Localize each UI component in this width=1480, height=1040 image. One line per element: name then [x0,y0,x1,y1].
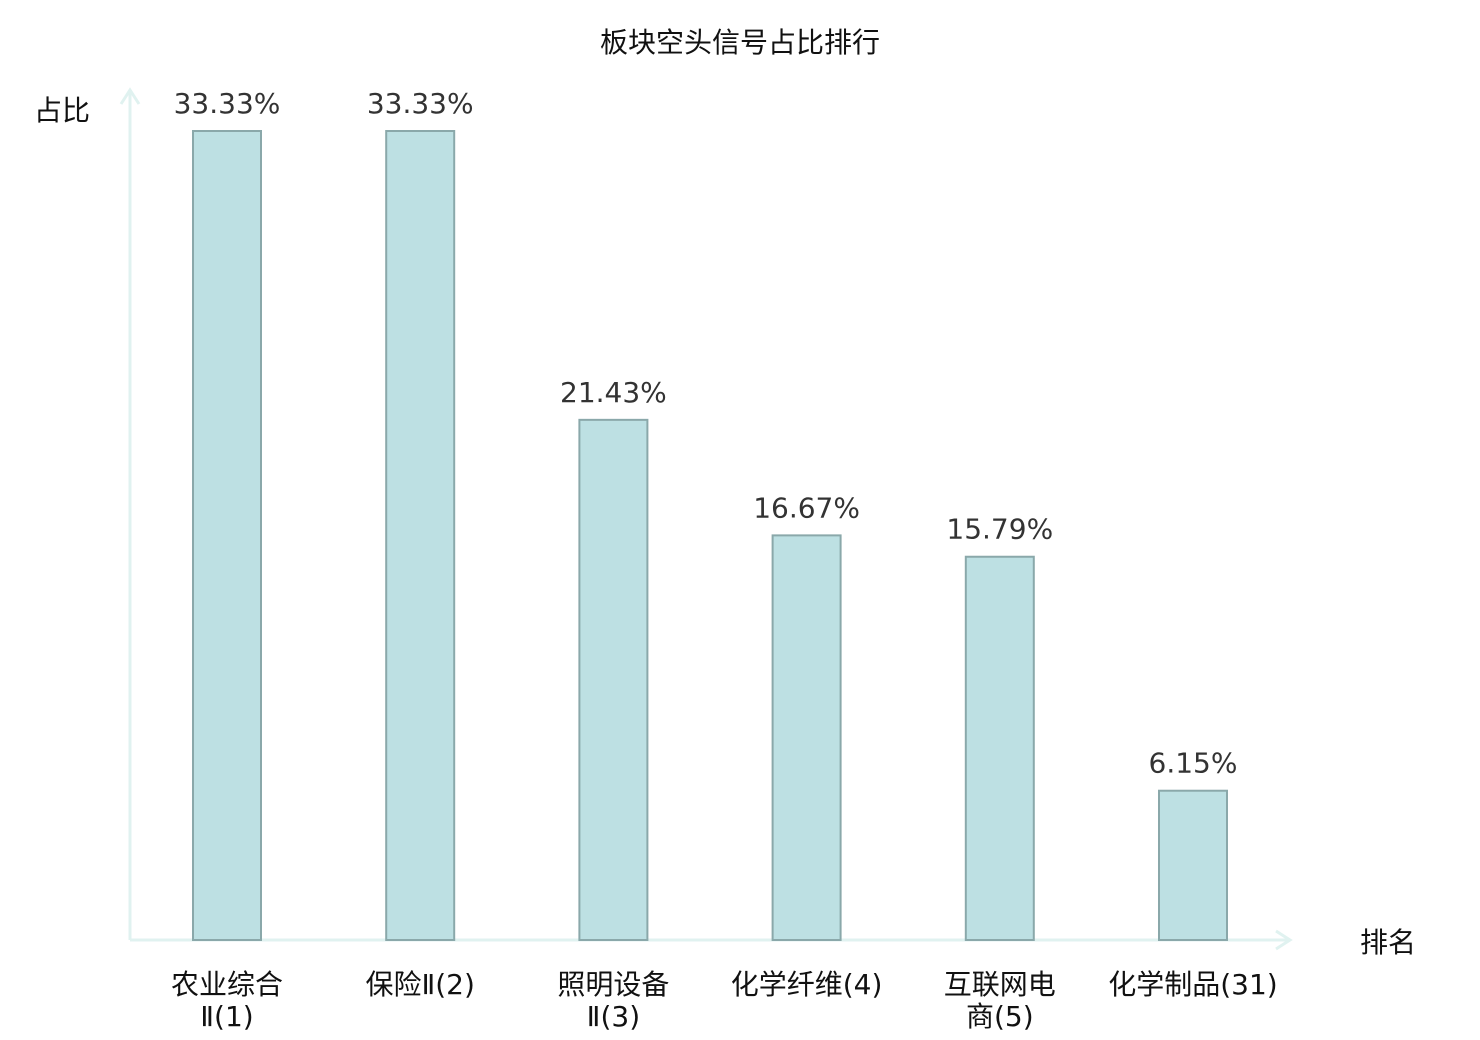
bar [771,534,842,942]
bar-value-label: 33.33% [367,87,474,120]
x-axis-arrow-icon [1275,929,1293,951]
category-label: 化学制品(31) [1108,968,1277,1001]
bar [385,130,456,941]
bar [1158,789,1228,941]
category-label: 农业综合 [171,968,283,1001]
category-label: Ⅱ(3) [587,1000,640,1033]
bar-value-label: 21.43% [560,376,667,409]
category-label: 照明设备 [557,968,669,1001]
bar [964,555,1035,942]
category-label: 商(5) [966,1000,1034,1033]
category-label: 化学纤维(4) [731,968,883,1001]
bar [578,418,649,942]
bar-value-label: 15.79% [946,513,1053,546]
value-labels-group: 33.33% 33.33% 21.43% 16.67% 15.79% 6.15% [174,87,1238,780]
category-label: 保险Ⅱ(2) [365,968,474,1001]
bar-value-label: 16.67% [753,491,860,524]
bar-value-label: 6.15% [1149,747,1238,780]
bars-group [192,130,1228,942]
chart-title: 板块空头信号占比排行 [600,26,880,59]
y-axis-title: 占比 [34,94,90,127]
y-axis-arrow-icon [119,87,141,105]
axes [119,87,1293,951]
category-label: 互联网电 [944,968,1056,1001]
bar [192,130,262,941]
bar-value-label: 33.33% [174,87,281,120]
x-axis-title: 排名 [1360,926,1416,959]
category-label: Ⅱ(1) [200,1000,253,1033]
